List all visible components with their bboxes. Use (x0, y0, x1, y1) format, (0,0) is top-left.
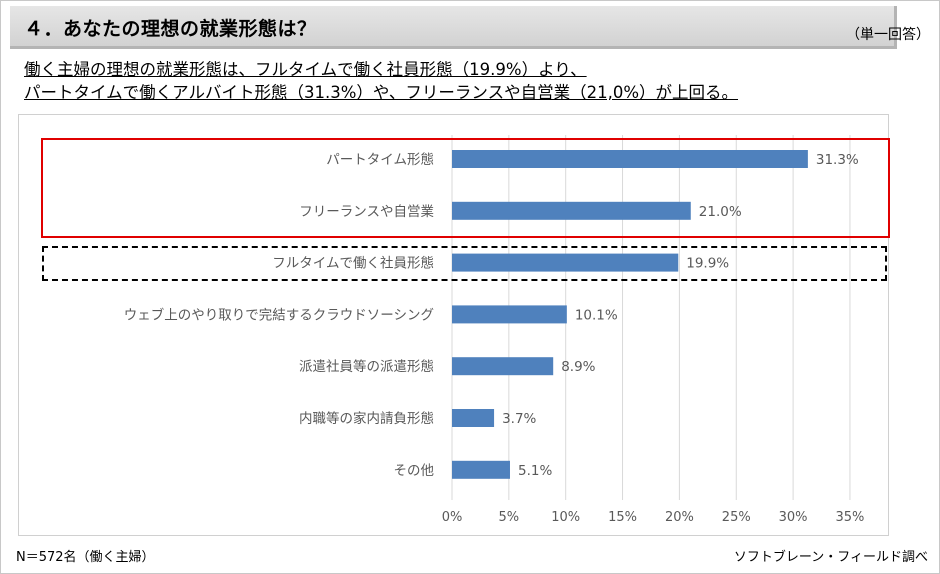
page-title: ４．あなたの理想の就業形態は？ (24, 18, 317, 40)
category-label: ウェブ上のやり取りで完結するクラウドソーシング (124, 306, 434, 323)
chart-area: 0% 5% 10% 15% 20% 25% 30% 35% パートタイム形態 31.3% フリーラン… (18, 114, 889, 536)
x-tick-label: 15% (608, 510, 637, 525)
data-label: 5.1% (518, 463, 552, 479)
x-tick-label: 25% (722, 510, 751, 525)
data-label: 19.9% (686, 256, 729, 272)
category-label: パートタイム形態 (326, 152, 434, 168)
category-label: フリーランスや自営業 (299, 204, 434, 220)
title-bar: ４．あなたの理想の就業形態は？ (10, 6, 897, 49)
data-label: 10.1% (575, 307, 618, 323)
bar (452, 201, 691, 220)
highlight-box-red (41, 138, 890, 238)
category-label: フルタイムで働く社員形態 (272, 256, 434, 272)
answer-type-label: （単一回答） (846, 27, 930, 43)
x-tick-label: 5% (499, 510, 520, 525)
data-label: 21.0% (699, 204, 742, 220)
highlight-box-dashed (42, 246, 887, 281)
bar (452, 150, 808, 168)
x-tick-label: 30% (779, 510, 808, 525)
x-tick-label: 0% (442, 510, 463, 525)
x-tick-label: 20% (665, 510, 694, 525)
x-tick-label: 10% (551, 510, 580, 525)
bar (452, 357, 554, 376)
data-label: 31.3% (816, 152, 859, 168)
summary-line-1: 働く主婦の理想の就業形態は、フルタイムで働く社員形態（19.9%）より、 (24, 60, 587, 79)
bar (452, 305, 567, 324)
category-label: 派遣社員等の派遣形態 (299, 358, 434, 375)
source-note: ソフトブレーン・フィールド調べ (733, 550, 928, 565)
data-label: 3.7% (502, 411, 536, 427)
category-label: 内職等の家内請負形態 (299, 410, 434, 427)
bar-chart: 0% 5% 10% 15% 20% 25% 30% 35% パートタイム形態 31.3% フリーラン… (124, 135, 864, 525)
data-label: 8.9% (561, 359, 595, 375)
category-label: その他 (394, 463, 435, 479)
bar (452, 460, 510, 479)
bar (452, 409, 495, 427)
bar (452, 253, 679, 272)
sample-size-note: N＝572名（働く主婦） (16, 550, 155, 565)
summary-line-2: パートタイムで働くアルバイト形態（31.3%）や、フリーランスや自営業（21,0… (24, 83, 739, 102)
x-tick-label: 35% (835, 510, 864, 525)
